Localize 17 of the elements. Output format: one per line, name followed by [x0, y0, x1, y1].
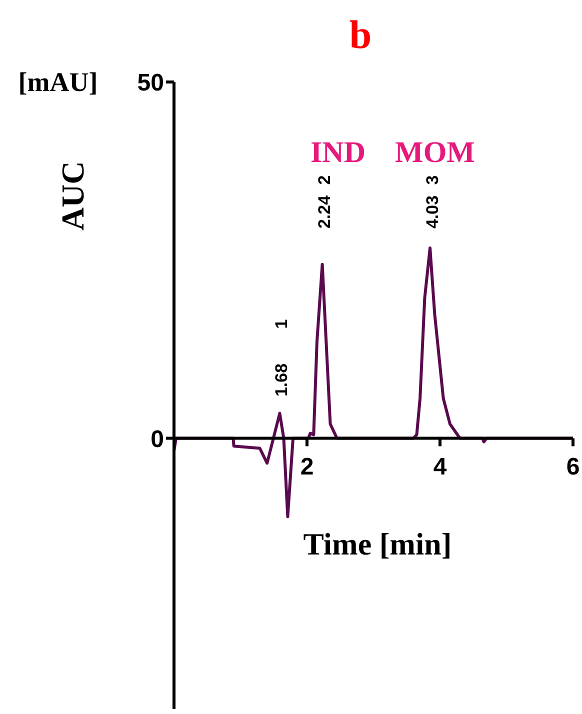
annotation: IND: [310, 136, 366, 169]
chart-title: b: [349, 12, 372, 57]
y-axis-title: AUC: [54, 161, 90, 230]
annotation: 2.24: [315, 194, 334, 229]
y-tick-label: 50: [137, 70, 164, 97]
annotation: MOM: [395, 136, 475, 169]
text: [mAU]: [18, 67, 98, 97]
x-tick-label: 2: [300, 453, 314, 480]
y-tick-label: 0: [150, 426, 164, 453]
x-tick-label: 6: [566, 453, 580, 480]
annotation: 1.68: [272, 363, 291, 397]
annotation: 3: [423, 175, 442, 185]
annotation: 4.03: [423, 195, 442, 229]
x-tick-label: 4: [433, 453, 448, 480]
x-axis-title: Time [min]: [303, 526, 452, 562]
annotation: 2: [315, 175, 334, 185]
annotation: 1: [272, 319, 291, 329]
